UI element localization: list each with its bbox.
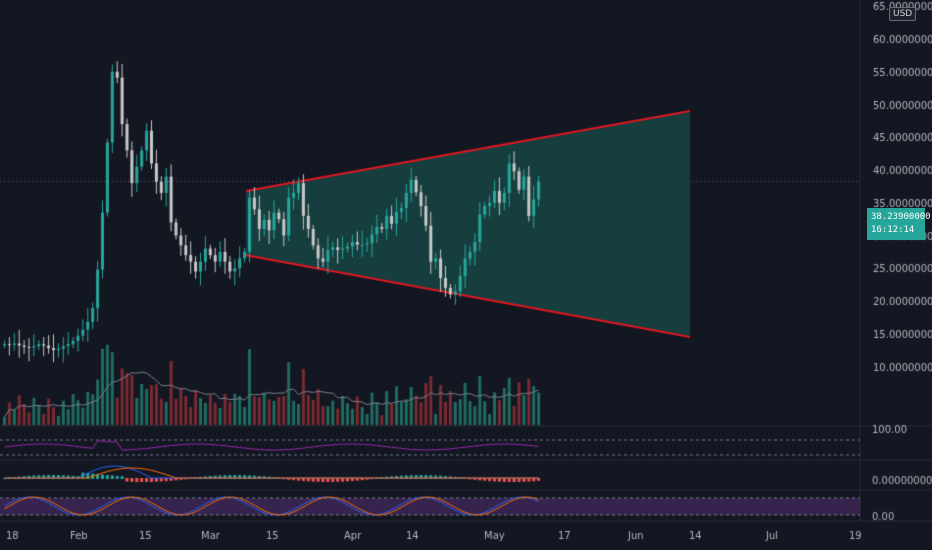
currency-badge[interactable]: USD [889, 7, 917, 21]
current-price-value: 38.23900000 [871, 212, 931, 222]
countdown-timer: 16:12:14 [871, 225, 915, 235]
current-price-tag: 38.23900000 16:12:14 [867, 208, 931, 240]
